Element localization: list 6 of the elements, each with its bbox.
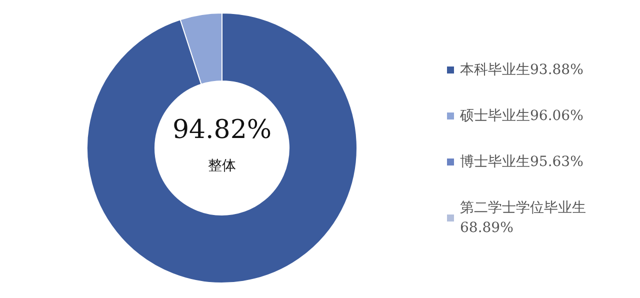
legend-label: 第二学士学位毕业生68.89% (460, 200, 586, 236)
text: 94.82% (172, 115, 272, 145)
text: 整体 (208, 158, 236, 174)
legend-label: 博士毕业生95.63% (460, 154, 584, 170)
legend-label: 硕士毕业生96.06% (459, 108, 584, 124)
legend-label: 本科毕业生93.88% (460, 62, 584, 78)
